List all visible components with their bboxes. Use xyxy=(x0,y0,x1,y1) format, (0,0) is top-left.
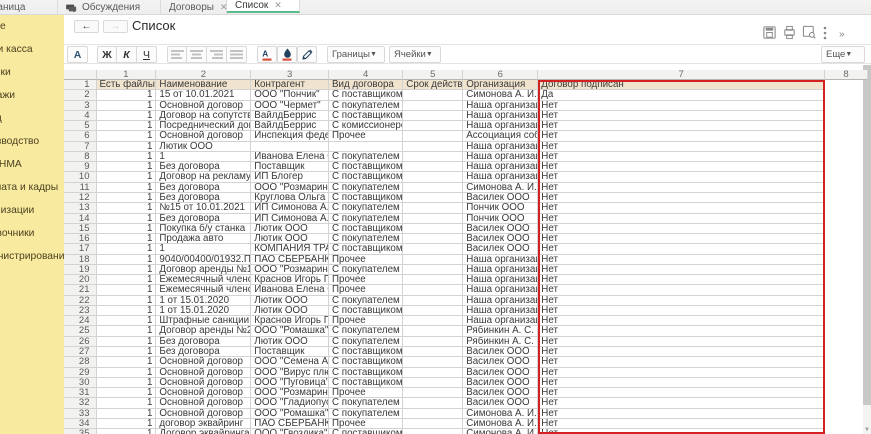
svg-text:A: A xyxy=(262,48,268,58)
